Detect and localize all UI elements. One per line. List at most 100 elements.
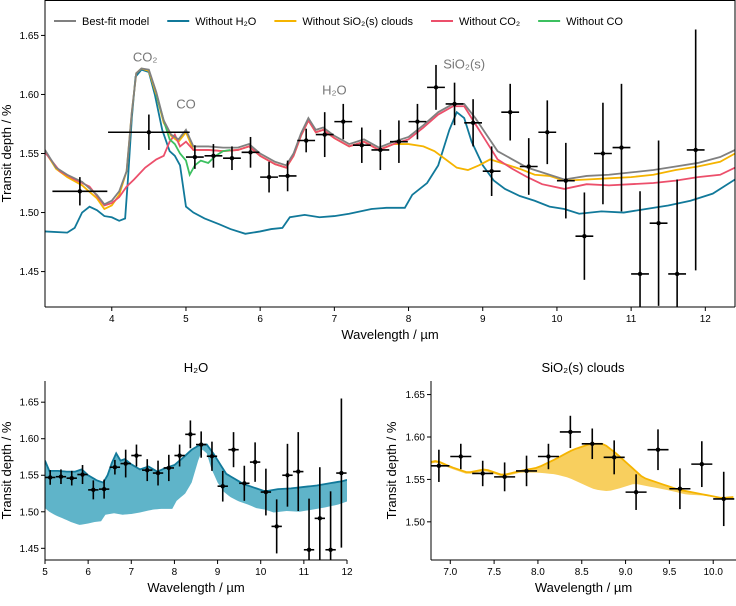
data-point-16 [581, 428, 603, 460]
legend-label: Best-fit model [82, 16, 149, 28]
data-point-22 [260, 468, 272, 516]
data-marker [480, 471, 485, 476]
data-marker [502, 474, 507, 480]
data-point-19 [647, 429, 669, 471]
legend-item-0: Best-fit model [54, 16, 149, 28]
data-marker [166, 465, 172, 471]
data-marker [590, 441, 595, 446]
y-tick-label: 1.60 [20, 434, 40, 445]
data-point-18 [217, 470, 228, 502]
data-point-9 [315, 112, 334, 158]
best-fit-line [45, 443, 347, 493]
annotation-0: CO₂ [133, 49, 158, 64]
data-point-20 [669, 468, 691, 510]
y-tick-label: 1.55 [20, 149, 40, 160]
data-marker [77, 189, 83, 194]
x-tick-label: 7 [129, 567, 135, 578]
y-tick-label: 1.45 [20, 267, 40, 278]
data-marker [674, 271, 680, 277]
data-point-17 [206, 441, 218, 471]
annotation-2: H₂O [322, 82, 347, 97]
data-point-12 [152, 460, 164, 486]
data-point-1 [108, 114, 190, 150]
x-tick-label: 12 [341, 567, 353, 578]
data-point-20 [239, 465, 250, 501]
data-point-13 [390, 120, 408, 163]
data-point-11 [352, 127, 371, 163]
data-marker [656, 220, 661, 226]
data-marker [123, 461, 128, 466]
x-tick-label: 8 [406, 314, 412, 325]
x-tick-label: 6 [85, 567, 91, 578]
data-point-5 [77, 465, 88, 485]
data-point-22 [556, 142, 575, 219]
h2o-panel-title: H₂O [184, 360, 209, 375]
legend-label: Without H₂O [195, 16, 257, 28]
x-axis-label: Wavelength / µm [147, 580, 244, 595]
y-tick-label: 1.45 [20, 544, 40, 555]
data-marker [582, 233, 587, 239]
x-tick-label: 5 [183, 314, 189, 325]
data-marker [359, 143, 365, 148]
data-point-10 [334, 103, 353, 140]
data-point-26 [303, 498, 315, 560]
x-tick-label: 7.0 [443, 567, 457, 578]
data-marker [600, 151, 606, 156]
series-line-0 [45, 68, 735, 235]
data-marker [188, 432, 193, 437]
data-point-13 [516, 455, 538, 487]
data-marker [436, 463, 442, 469]
data-point-7 [98, 479, 110, 499]
data-marker [112, 465, 118, 470]
data-point-21 [538, 100, 557, 165]
data-point-29 [336, 398, 347, 548]
sio2-panel-title: SiO₂(s) clouds [541, 360, 625, 375]
data-point-18 [625, 474, 647, 510]
difference-fill [45, 444, 347, 525]
x-tick-label: 9.0 [619, 567, 633, 578]
data-marker [134, 453, 139, 458]
data-point-17 [603, 440, 625, 475]
data-point-6 [260, 161, 278, 193]
y-tick-label: 1.60 [20, 90, 40, 101]
data-point-17 [464, 99, 482, 147]
data-marker [248, 150, 253, 155]
x-tick-label: 10 [255, 567, 267, 578]
data-marker [285, 173, 290, 179]
data-marker [637, 271, 643, 277]
data-point-29 [686, 29, 705, 271]
y-tick-label: 1.50 [20, 208, 40, 219]
data-marker [145, 467, 150, 473]
data-point-25 [293, 432, 304, 512]
data-point-27 [314, 467, 325, 560]
legend-item-4: Without CO [538, 16, 623, 28]
legend-label: Without SiO₂(s) clouds [302, 16, 413, 28]
data-point-2 [185, 145, 204, 169]
data-point-11 [472, 460, 494, 487]
data-marker [545, 130, 550, 135]
series-line-2 [45, 105, 735, 207]
data-marker [433, 85, 439, 90]
x-axis-label: Wavelength / µm [341, 327, 438, 342]
y-tick-label: 1.55 [406, 475, 426, 486]
data-marker [677, 486, 683, 491]
y-tick-label: 1.50 [20, 507, 40, 518]
data-point-21 [691, 441, 713, 488]
h2o-panel: H₂O 5 6 7 8 9 10 11 12 1.45 1.50 1.55 1.60 1.65 Wavel… [0, 360, 353, 595]
data-point-23 [575, 192, 594, 280]
series-line-4 [45, 67, 735, 206]
data-point-15 [185, 420, 196, 449]
data-point-10 [131, 444, 142, 467]
data-point-9 [120, 449, 131, 478]
legend-item-2: Without SiO₂(s) clouds [274, 16, 414, 28]
data-marker [211, 153, 216, 159]
legend-label: Without CO₂ [459, 16, 520, 28]
y-tick-label: 1.50 [406, 517, 426, 528]
y-tick-label: 1.65 [20, 398, 40, 409]
main-spectrum-panel: CO₂ CO H₂O SiO₂(s) 4 5 6 7 8 9 10 11 12 1.45 1.50 1.55 1… [0, 0, 736, 342]
x-tick-label: 5 [42, 567, 48, 578]
data-marker [563, 178, 569, 183]
data-point-21 [249, 442, 261, 482]
data-point-14 [537, 443, 559, 470]
